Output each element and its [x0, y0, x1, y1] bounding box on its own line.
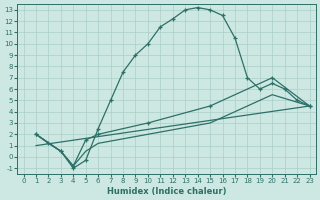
X-axis label: Humidex (Indice chaleur): Humidex (Indice chaleur)	[107, 187, 226, 196]
